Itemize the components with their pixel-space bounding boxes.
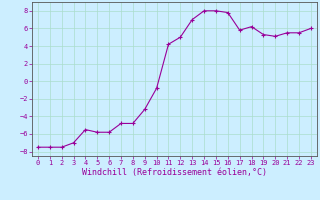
X-axis label: Windchill (Refroidissement éolien,°C): Windchill (Refroidissement éolien,°C) xyxy=(82,168,267,177)
